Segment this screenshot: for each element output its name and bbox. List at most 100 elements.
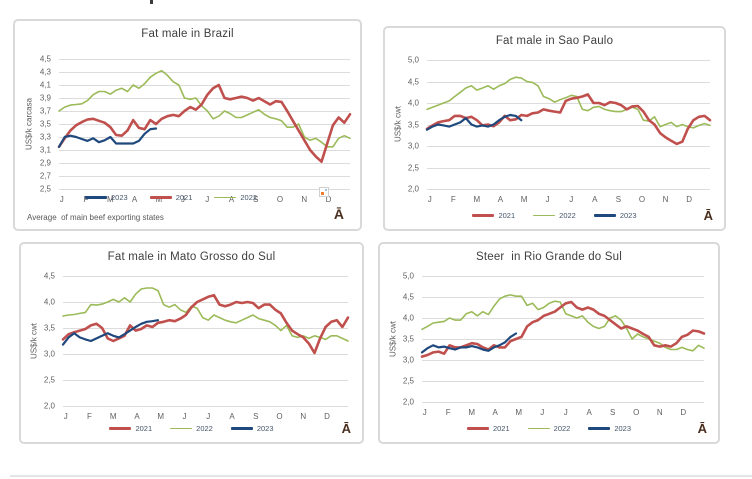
legend-line-swatch [593, 214, 616, 217]
y-tick: 3,1 [39, 145, 51, 155]
legend-line-swatch [85, 196, 107, 199]
y-tick: 3,0 [402, 355, 414, 365]
y-tick: 3,0 [407, 141, 419, 151]
x-tick-month: S [253, 412, 259, 421]
y-tick: 2,5 [402, 376, 414, 386]
x-tick-month: J [181, 195, 186, 204]
x-tick-month: O [276, 412, 283, 421]
y-tick: 2,0 [407, 184, 419, 194]
brand-logo-a-macron: Ā [703, 208, 713, 223]
x-tick-month: F [445, 408, 451, 417]
legend-line-swatch [466, 427, 489, 430]
series-line-2023 [425, 113, 523, 131]
gridline [427, 189, 710, 190]
plot-area [420, 276, 706, 403]
x-tick-month: D [680, 408, 687, 417]
chart-panel-fat-male-in-sao-paulo: Fat male in Sao Paulo US$/k cwt 5,0 4,5 4,… [383, 26, 726, 231]
x-tick-month: O [633, 408, 640, 417]
x-tick-month: J [182, 412, 187, 421]
legend-item-2021: 2021 [466, 424, 510, 433]
y-tick: 3,5 [43, 323, 55, 333]
y-tick: 4,5 [407, 77, 419, 86]
gridline [59, 59, 350, 60]
legend-label: 2021 [492, 424, 510, 433]
gridline [63, 302, 348, 303]
chart-title: Fat male in Brazil [141, 28, 234, 40]
x-tick-month: N [301, 195, 308, 204]
gridline [427, 167, 710, 169]
x-tick-month: M [155, 195, 163, 204]
gridline [63, 354, 348, 355]
legend-item-2023: 2023 [593, 211, 637, 220]
y-tick: 3,5 [39, 119, 51, 129]
gridline [427, 60, 710, 61]
y-tick: 2,5 [39, 184, 51, 194]
legend-line-swatch [109, 427, 132, 430]
x-tick-month: D [686, 195, 693, 204]
y-tick: 2,0 [43, 401, 55, 411]
legend-item-2021: 2021 [109, 424, 152, 433]
gridline [59, 163, 350, 164]
top-edge-artifact-mark [150, 0, 153, 4]
series-line-2022 [58, 69, 351, 148]
y-tick: 3,5 [402, 334, 414, 344]
y-tick: 2,7 [39, 171, 51, 181]
y-tick: 4,3 [39, 67, 51, 77]
series-line-2021 [420, 300, 706, 358]
legend: 2021 2022 2023 [21, 424, 362, 433]
gridline [59, 176, 350, 177]
x-tick-month: J [545, 195, 550, 204]
legend: 2021 2022 2023 [385, 211, 724, 220]
gridline [422, 381, 704, 382]
source-note: Average of main beef exporting states [27, 213, 164, 222]
y-tick: 2,5 [407, 163, 419, 172]
x-tick-month: D [324, 412, 330, 421]
x-tick-month: M [157, 412, 165, 421]
x-tick-month: J [422, 408, 427, 417]
x-tick-month: N [662, 195, 669, 204]
y-tick: 4,5 [39, 54, 51, 64]
chart-panel-steer-in-rio-grande-do-sul: Steer in Rio Grande do Sul US$/k cwt 5,0… [378, 242, 720, 444]
series-line-2021 [425, 93, 712, 146]
x-tick-month: M [468, 408, 476, 417]
legend-line-swatch [149, 196, 172, 199]
series-line-2023 [61, 319, 160, 346]
y-tick: 4,5 [402, 292, 414, 302]
x-tick-month: J [569, 195, 574, 204]
gridline [422, 276, 704, 277]
gridline [427, 124, 710, 126]
y-tick: 2,5 [43, 375, 55, 385]
y-tick-labels: 5,0 4,5 4,0 3,5 3,0 2,5 2,0 [385, 56, 423, 194]
x-tick-month: A [492, 408, 498, 417]
x-tick-month: S [615, 195, 622, 204]
x-tick-month: S [610, 408, 616, 417]
x-tick-month: J [59, 195, 64, 204]
brand-logo-a-macron: Ā [341, 421, 351, 436]
x-tick-month: M [520, 195, 528, 204]
x-tick-month: O [638, 195, 646, 204]
x-tick-month: F [87, 412, 92, 421]
x-tick-month: A [228, 195, 235, 204]
legend-line-swatch [230, 427, 253, 430]
gridline [63, 276, 348, 277]
x-tick-month: S [253, 195, 259, 204]
legend-line-swatch [588, 427, 611, 430]
y-tick: 3,5 [407, 120, 419, 129]
plot-area [61, 276, 350, 407]
chart-title: Fat male in Sao Paulo [495, 35, 614, 47]
x-tick-month: A [134, 412, 140, 421]
brand-logo-a-macron: Ā [697, 421, 707, 436]
x-tick-month: M [109, 412, 117, 421]
y-tick: 4,5 [43, 271, 55, 281]
legend-item-2022: 2022 [533, 211, 576, 220]
x-tick-month: F [450, 195, 456, 204]
series-line-2022 [426, 76, 711, 129]
y-tick: 3,0 [43, 349, 55, 359]
y-tick: 5,0 [407, 55, 419, 65]
legend-label: 2021 [135, 424, 153, 433]
legend-line-swatch [533, 214, 556, 217]
legend-line-swatch [472, 214, 495, 217]
gridline [422, 360, 704, 361]
